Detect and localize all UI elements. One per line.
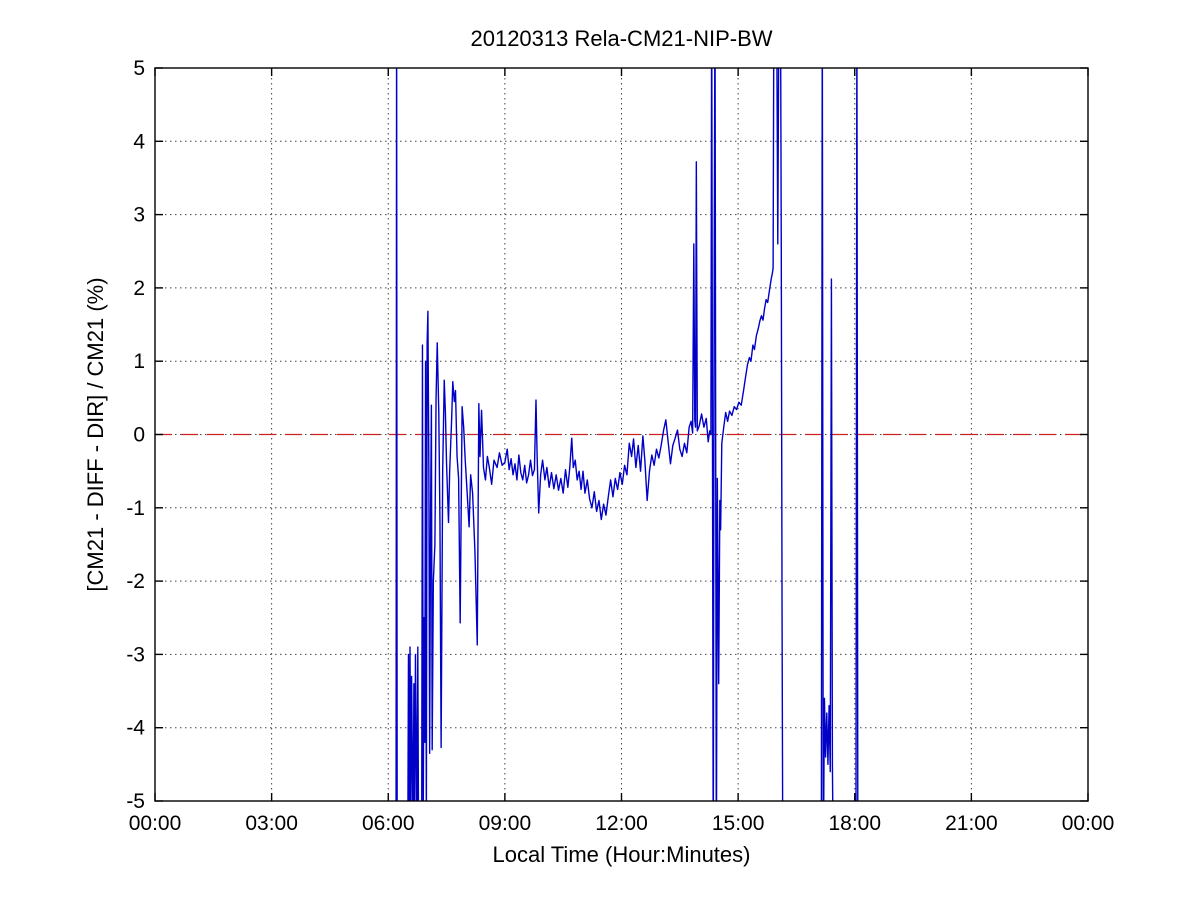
chart-title: 20120313 Rela-CM21-NIP-BW — [470, 26, 772, 51]
x-tick-label: 12:00 — [595, 812, 648, 835]
x-axis-label: Local Time (Hour:Minutes) — [493, 842, 751, 867]
x-tick-label: 00:00 — [1062, 812, 1115, 835]
x-tick-label: 09:00 — [479, 812, 532, 835]
y-tick-label: 3 — [133, 204, 145, 227]
x-tick-label: 21:00 — [945, 812, 998, 835]
data-line — [395, 68, 859, 801]
y-tick-label: 0 — [133, 424, 145, 447]
y-tick-label: -1 — [126, 497, 145, 520]
x-tick-label: 06:00 — [362, 812, 415, 835]
y-tick-label: -3 — [126, 643, 145, 666]
x-tick-label: 03:00 — [245, 812, 298, 835]
y-tick-label: 5 — [133, 57, 145, 80]
x-tick-label: 18:00 — [828, 812, 881, 835]
y-tick-label: 2 — [133, 277, 145, 300]
y-tick-label: -4 — [126, 717, 145, 740]
y-tick-label: 4 — [133, 130, 145, 153]
x-tick-label: 00:00 — [129, 812, 182, 835]
x-tick-label: 15:00 — [712, 812, 765, 835]
y-axis-label: [CM21 - DIFF - DIR] / CM21 (%) — [83, 277, 108, 591]
y-tick-label: 1 — [133, 350, 145, 373]
y-tick-label: -2 — [126, 570, 145, 593]
y-tick-label: -5 — [126, 790, 145, 813]
